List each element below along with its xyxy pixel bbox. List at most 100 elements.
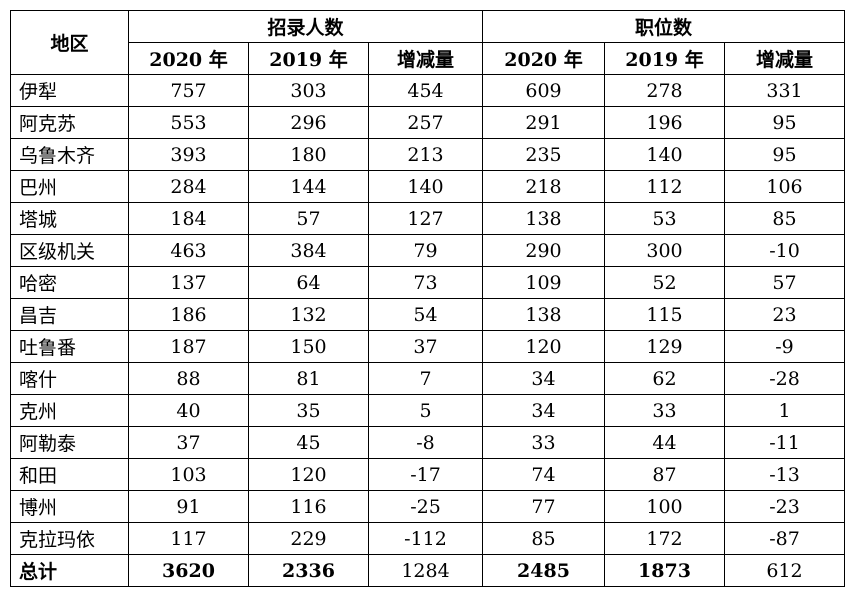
value-cell: 87 bbox=[604, 458, 725, 491]
region-cell: 巴州 bbox=[10, 170, 129, 203]
value-cell: 296 bbox=[248, 106, 369, 139]
value-cell: -87 bbox=[723, 522, 846, 555]
value-cell: -8 bbox=[368, 426, 483, 459]
region-cell: 阿勒泰 bbox=[10, 426, 129, 459]
value-cell: 229 bbox=[248, 522, 369, 555]
value-cell: -17 bbox=[368, 458, 483, 491]
value-cell: 278 bbox=[604, 74, 725, 107]
value-cell: 74 bbox=[482, 458, 605, 491]
value-cell: 100 bbox=[604, 490, 725, 523]
value-cell: 52 bbox=[604, 266, 725, 299]
value-cell: 64 bbox=[248, 266, 369, 299]
value-cell: 112 bbox=[604, 170, 725, 203]
value-cell: -23 bbox=[723, 490, 846, 523]
value-cell: 129 bbox=[604, 330, 725, 363]
value-cell: 140 bbox=[604, 138, 725, 171]
region-cell: 伊犁 bbox=[10, 74, 129, 107]
region-cell: 乌鲁木齐 bbox=[10, 138, 129, 171]
value-cell: 300 bbox=[604, 234, 725, 267]
value-cell: 116 bbox=[248, 490, 369, 523]
value-cell: 291 bbox=[482, 106, 605, 139]
sub-header: 2019 年 bbox=[248, 42, 369, 75]
value-cell: 106 bbox=[723, 170, 846, 203]
value-cell: 3620 bbox=[128, 554, 249, 587]
region-cell: 哈密 bbox=[10, 266, 129, 299]
position-count-group-header: 职位数 bbox=[481, 10, 846, 43]
value-cell: 57 bbox=[248, 202, 369, 235]
value-cell: 95 bbox=[723, 106, 846, 139]
value-cell: 91 bbox=[128, 490, 249, 523]
value-cell: 120 bbox=[482, 330, 605, 363]
value-cell: 34 bbox=[482, 394, 605, 427]
table-row: 阿勒泰 37 45 -8 33 44 -11 bbox=[10, 426, 846, 459]
value-cell: 235 bbox=[482, 138, 605, 171]
sub-header: 2020 年 bbox=[128, 42, 249, 75]
region-cell: 阿克苏 bbox=[10, 106, 129, 139]
table-row: 塔城 184 57 127 138 53 85 bbox=[10, 202, 846, 235]
value-cell: 393 bbox=[128, 138, 249, 171]
value-cell: 44 bbox=[604, 426, 725, 459]
value-cell: 303 bbox=[248, 74, 369, 107]
value-cell: 37 bbox=[368, 330, 483, 363]
value-cell: 23 bbox=[723, 298, 846, 331]
region-cell: 克州 bbox=[10, 394, 129, 427]
region-cell: 克拉玛依 bbox=[10, 522, 129, 555]
value-cell: 1284 bbox=[368, 554, 483, 587]
region-cell: 和田 bbox=[10, 458, 129, 491]
table-row: 和田 103 120 -17 74 87 -13 bbox=[10, 458, 846, 491]
value-cell: 612 bbox=[723, 554, 846, 587]
value-cell: 2485 bbox=[482, 554, 605, 587]
recruit-count-group-header: 招录人数 bbox=[128, 10, 483, 43]
value-cell: 463 bbox=[128, 234, 249, 267]
value-cell: 150 bbox=[248, 330, 369, 363]
table-row: 区级机关 463 384 79 290 300 -10 bbox=[10, 234, 846, 267]
value-cell: 257 bbox=[368, 106, 483, 139]
value-cell: 33 bbox=[482, 426, 605, 459]
sub-header: 2020 年 bbox=[482, 42, 605, 75]
value-cell: 73 bbox=[368, 266, 483, 299]
value-cell: 81 bbox=[248, 362, 369, 395]
table-body: 伊犁 757 303 454 609 278 331 阿克苏 553 296 257 291 196 95… bbox=[10, 74, 846, 587]
table-row: 巴州 284 144 140 218 112 106 bbox=[10, 170, 846, 203]
value-cell: -25 bbox=[368, 490, 483, 523]
value-cell: 1873 bbox=[604, 554, 725, 587]
value-cell: 7 bbox=[368, 362, 483, 395]
value-cell: 62 bbox=[604, 362, 725, 395]
value-cell: -112 bbox=[368, 522, 483, 555]
value-cell: 127 bbox=[368, 202, 483, 235]
value-cell: 454 bbox=[368, 74, 483, 107]
value-cell: 85 bbox=[482, 522, 605, 555]
value-cell: 103 bbox=[128, 458, 249, 491]
value-cell: 33 bbox=[604, 394, 725, 427]
value-cell: 79 bbox=[368, 234, 483, 267]
value-cell: 85 bbox=[723, 202, 846, 235]
sub-header: 增减量 bbox=[723, 42, 846, 75]
total-row: 总计 3620 2336 1284 2485 1873 612 bbox=[10, 554, 846, 587]
value-cell: 609 bbox=[482, 74, 605, 107]
region-cell: 喀什 bbox=[10, 362, 129, 395]
region-cell: 昌吉 bbox=[10, 298, 129, 331]
value-cell: 5 bbox=[368, 394, 483, 427]
value-cell: -28 bbox=[723, 362, 846, 395]
value-cell: 140 bbox=[368, 170, 483, 203]
value-cell: 138 bbox=[482, 202, 605, 235]
value-cell: 184 bbox=[128, 202, 249, 235]
table-row: 克拉玛依 117 229 -112 85 172 -87 bbox=[10, 522, 846, 555]
value-cell: 284 bbox=[128, 170, 249, 203]
table-row: 吐鲁番 187 150 37 120 129 -9 bbox=[10, 330, 846, 363]
region-cell: 区级机关 bbox=[10, 234, 129, 267]
value-cell: 77 bbox=[482, 490, 605, 523]
value-cell: -13 bbox=[723, 458, 846, 491]
value-cell: 95 bbox=[723, 138, 846, 171]
table-row: 博州 91 116 -25 77 100 -23 bbox=[10, 490, 846, 523]
value-cell: 218 bbox=[482, 170, 605, 203]
value-cell: 553 bbox=[128, 106, 249, 139]
value-cell: -11 bbox=[723, 426, 846, 459]
table-row: 伊犁 757 303 454 609 278 331 bbox=[10, 74, 846, 107]
region-cell: 博州 bbox=[10, 490, 129, 523]
value-cell: 186 bbox=[128, 298, 249, 331]
value-cell: 180 bbox=[248, 138, 369, 171]
value-cell: 187 bbox=[128, 330, 249, 363]
value-cell: 196 bbox=[604, 106, 725, 139]
value-cell: -10 bbox=[723, 234, 846, 267]
